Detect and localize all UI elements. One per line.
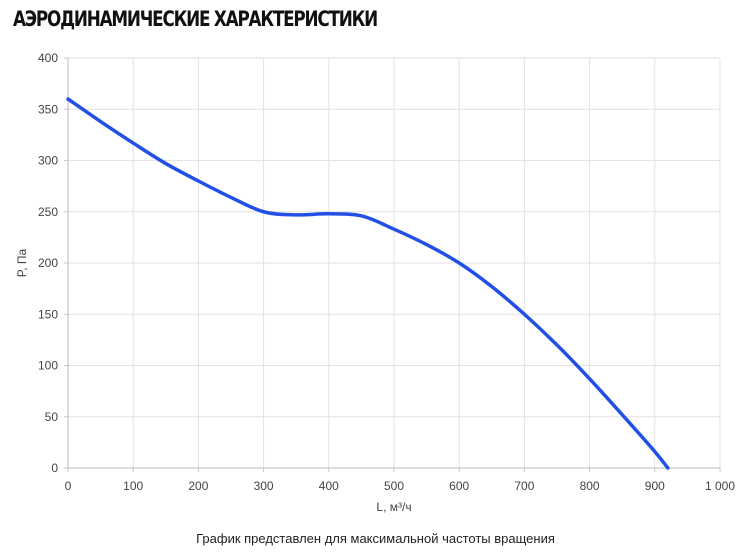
series-line-0 <box>66 97 670 470</box>
page-title: АЭРОДИНАМИЧЕСКИЕ ХАРАКТЕРИСТИКИ <box>13 7 378 31</box>
y-tick-label: 300 <box>38 154 58 168</box>
x-tick-label: 100 <box>123 479 143 493</box>
y-tick-label: 150 <box>38 307 58 321</box>
y-tick-label: 200 <box>38 256 58 270</box>
x-tick-label: 800 <box>580 479 600 493</box>
y-tick-label: 250 <box>38 205 58 219</box>
x-tick-label: 0 <box>65 479 72 493</box>
x-tick-label: 300 <box>254 479 274 493</box>
x-tick-label: 700 <box>514 479 534 493</box>
y-axis-label: P, Па <box>15 248 29 277</box>
y-tick-label: 50 <box>45 410 59 424</box>
chart-axes <box>64 57 721 472</box>
x-tick-label: 400 <box>319 479 339 493</box>
y-tick-label: 100 <box>38 359 58 373</box>
chart-grid <box>68 57 721 468</box>
x-tick-label: 1 000 <box>705 479 735 493</box>
x-tick-label: 500 <box>384 479 404 493</box>
y-tick-label: 0 <box>51 461 58 475</box>
y-tick-label: 350 <box>38 102 58 116</box>
x-axis-label: L, м³/ч <box>376 500 411 514</box>
x-tick-label: 900 <box>645 479 665 493</box>
chart-caption: График представлен для максимальной част… <box>196 531 555 546</box>
chart-series <box>66 97 670 470</box>
chart-tick-labels: 0 100 200 300 400 500 600 700 800 900 1 000 0 50 100 1… <box>38 51 735 493</box>
x-tick-label: 200 <box>188 479 208 493</box>
x-tick-label: 600 <box>449 479 469 493</box>
y-tick-label: 400 <box>38 51 58 65</box>
